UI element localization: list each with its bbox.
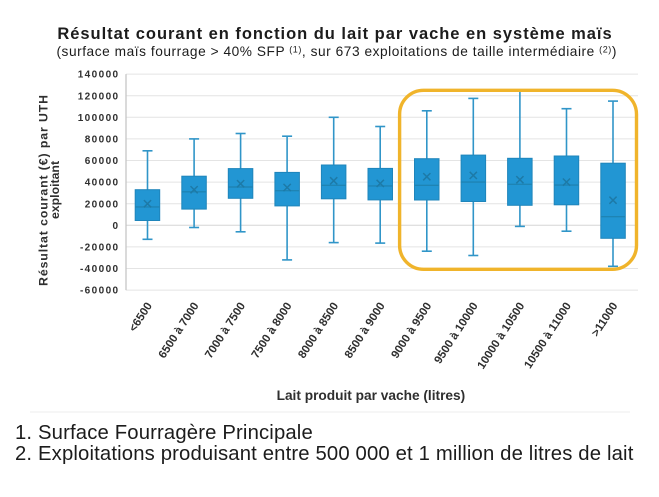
svg-text:Résultat courant en fonction d: Résultat courant en fonction du lait par… <box>57 25 612 43</box>
svg-text:140000: 140000 <box>78 70 120 81</box>
svg-text:0: 0 <box>113 221 120 232</box>
svg-text:20000: 20000 <box>85 199 120 210</box>
svg-text:Lait produit par vache (litres: Lait produit par vache (litres) <box>277 388 466 403</box>
svg-text:Résultat courant (€) par UTH: Résultat courant (€) par UTH <box>37 94 51 286</box>
svg-text:60000: 60000 <box>85 156 120 167</box>
svg-text:(surface maïs fourrage > 40% S: (surface maïs fourrage > 40% SFP (1), su… <box>56 44 617 59</box>
svg-text:2. Exploitations produisant en: 2. Exploitations produisant entre 500 00… <box>15 443 634 465</box>
svg-text:-60000: -60000 <box>80 286 120 297</box>
svg-text:exploitant: exploitant <box>48 161 62 219</box>
svg-text:-20000: -20000 <box>80 243 120 254</box>
svg-text:120000: 120000 <box>78 91 120 102</box>
svg-text:100000: 100000 <box>78 113 120 124</box>
svg-text:40000: 40000 <box>85 178 120 189</box>
svg-text:80000: 80000 <box>85 135 120 146</box>
svg-text:-40000: -40000 <box>80 264 120 275</box>
svg-text:1. Surface Fourragère Principa: 1. Surface Fourragère Principale <box>15 422 313 444</box>
